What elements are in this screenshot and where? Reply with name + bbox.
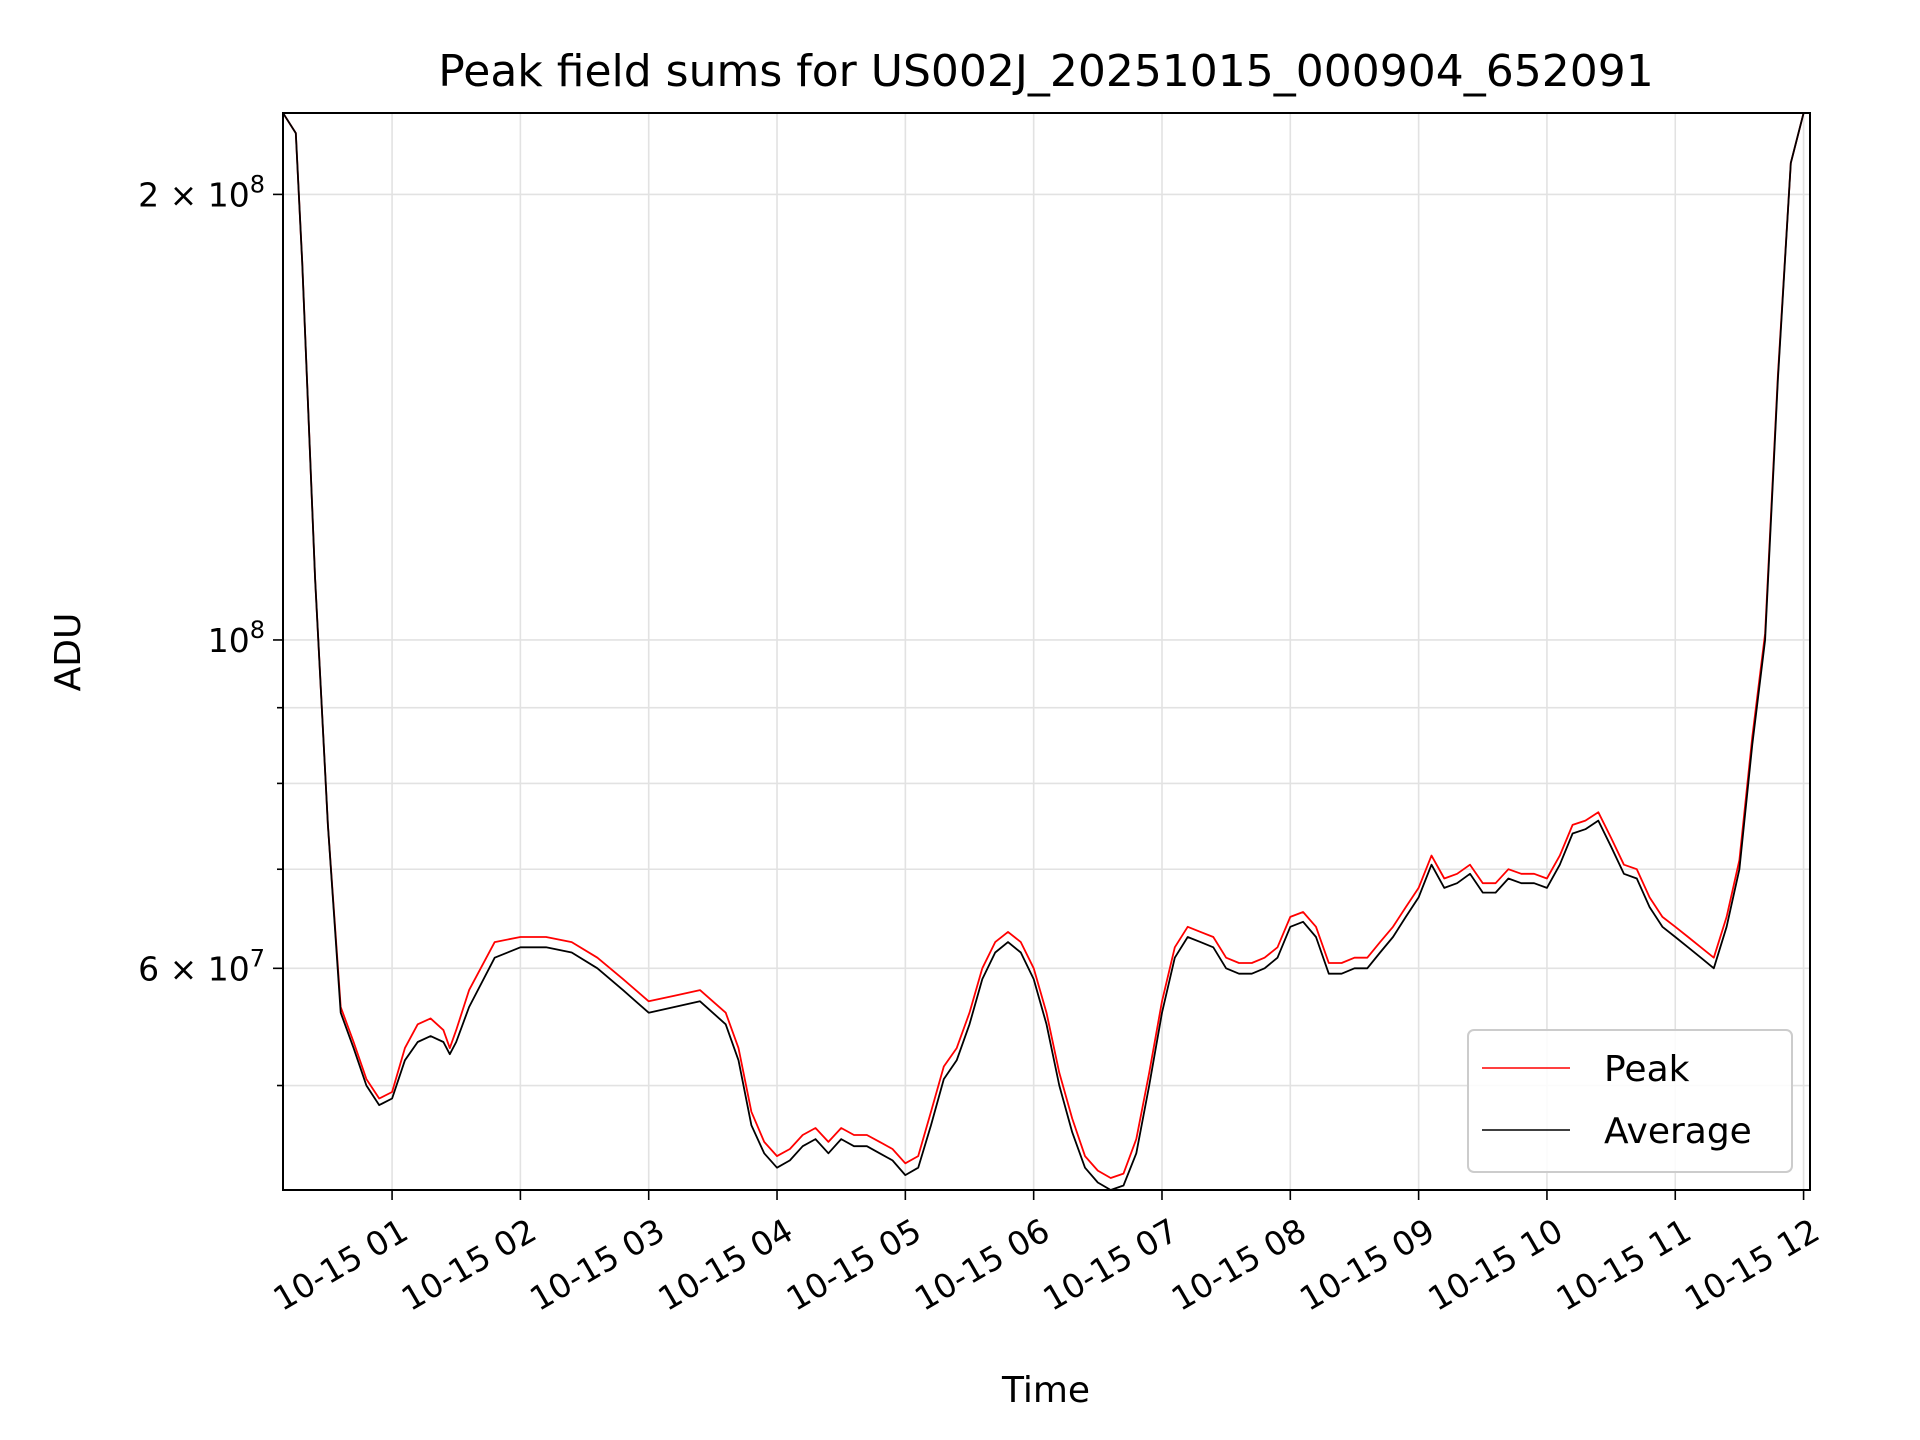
y-tick-label: 2 × 108 [138,170,265,214]
legend-label-peak: Peak [1604,1049,1690,1090]
x-axis-label: Time [1001,1370,1090,1411]
series-line-peak [283,113,1810,1179]
series-line-average [283,113,1810,1190]
legend-box [1467,1029,1793,1173]
chart-title: Peak field sums for US002J_20251015_0009… [438,46,1653,97]
y-tick-label: 108 [208,616,265,660]
y-axis: 2 × 108 108 6 × 107 [138,170,283,1087]
grid [283,113,1810,1190]
y-axis-label: ADU [48,613,89,692]
plot-frame [282,112,1811,1191]
y-tick-label: 6 × 107 [138,944,265,988]
legend-label-average: Average [1604,1111,1752,1152]
legend: Peak Average [1467,1029,1793,1173]
plot-area [283,113,1810,1190]
